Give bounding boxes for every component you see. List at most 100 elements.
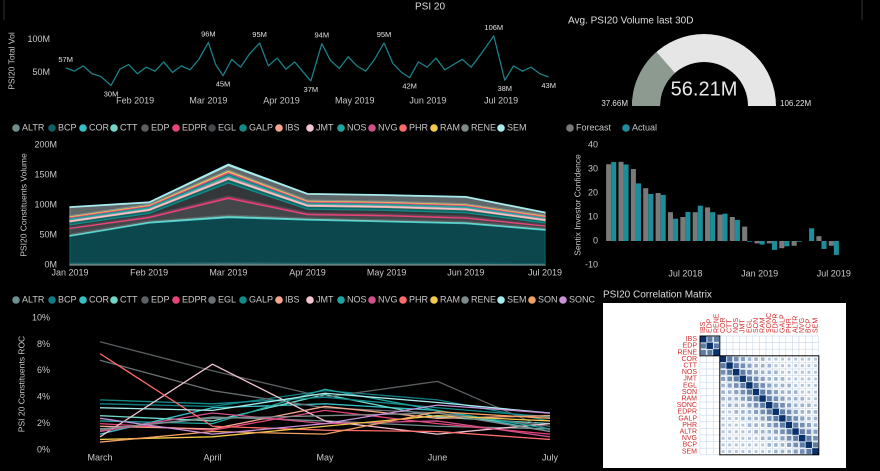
row-label: SONC: [677, 402, 697, 409]
matrix-cell: [759, 335, 767, 343]
correlation: [787, 364, 791, 368]
annotation: 94M: [315, 31, 330, 40]
correlation: [793, 416, 799, 421]
correlation: [780, 390, 785, 394]
cluster-box: [699, 335, 721, 357]
x-tick-label: July: [542, 452, 559, 462]
correlation: [787, 449, 791, 454]
correlation: [741, 450, 745, 453]
legend-swatch: [275, 296, 283, 304]
y-tick-label: 10%: [32, 312, 50, 322]
correlation: [721, 396, 725, 401]
line-series: [99, 392, 551, 414]
legend-swatch: [48, 296, 56, 304]
correlation: [734, 436, 738, 440]
y-tick-label: 0%: [37, 444, 50, 454]
legend-label: BCP: [58, 122, 77, 132]
legend-swatch: [497, 124, 505, 132]
y-tick-label: 150M: [34, 169, 57, 179]
legend-label: IBS: [285, 122, 300, 132]
line-series: [99, 389, 551, 422]
correlation: [793, 390, 798, 394]
legend-label: NVG: [378, 294, 398, 304]
correlation: [792, 428, 799, 435]
matrix-cell: [785, 335, 793, 343]
legend-swatch: [79, 124, 87, 132]
column-label: IBS: [700, 321, 707, 333]
matrix-cell: [712, 441, 721, 449]
correlation: [747, 403, 752, 408]
correlation: [773, 402, 779, 408]
correlation: [800, 370, 804, 374]
matrix-cell: [732, 342, 740, 350]
correlation: [760, 357, 765, 361]
correlation: [814, 377, 817, 381]
line-series: [99, 363, 551, 438]
matrix-cell: [712, 421, 721, 429]
correlation: [814, 370, 817, 374]
matrix-cell: [719, 342, 727, 350]
legend-label: JMT: [316, 294, 334, 304]
correlation: [766, 396, 772, 402]
bar: [618, 161, 624, 241]
x-tick-label: Jul 2018: [668, 268, 702, 278]
matrix-cell: [706, 421, 714, 429]
chart-title: PSI20 Correlation Matrix: [603, 290, 712, 301]
legend-label: RAM: [440, 294, 460, 304]
x-tick-label: Jan 2019: [51, 267, 88, 277]
matrix-cell: [732, 348, 740, 357]
legend-swatch: [368, 296, 376, 304]
correlation: [728, 430, 732, 434]
correlation: [741, 403, 745, 408]
correlation: [740, 357, 745, 362]
correlation: [781, 370, 784, 374]
correlation: [780, 402, 785, 408]
annotation: 38M: [497, 84, 512, 93]
correlation: [740, 389, 746, 395]
correlation: [774, 364, 778, 368]
legend-swatch: [461, 296, 469, 304]
bar: [791, 241, 797, 246]
correlation: [752, 388, 760, 396]
matrix-cell: [699, 381, 707, 390]
matrix-cell: [712, 388, 721, 396]
correlation: [773, 429, 778, 434]
y-tick-label: 6%: [37, 365, 50, 375]
correlation: [721, 390, 725, 394]
x-tick-label: Apr 2019: [263, 95, 300, 105]
correlation: [787, 377, 791, 381]
column-label: CTT: [727, 319, 734, 333]
matrix-cell: [811, 342, 820, 350]
correlation: [726, 362, 733, 369]
matrix-cell: [785, 348, 793, 357]
matrix-cell: [712, 395, 721, 403]
correlation: [734, 403, 739, 408]
matrix-cell: [726, 348, 734, 357]
bar: [673, 218, 679, 241]
correlation: [794, 357, 798, 361]
y-tick-label: 20: [588, 187, 598, 197]
bar: [729, 217, 735, 241]
matrix-cell: [778, 348, 787, 357]
matrix-cell: [706, 375, 714, 383]
matrix-cell: [726, 342, 734, 350]
correlation: [727, 383, 732, 388]
column-label: EGL: [746, 319, 753, 333]
correlation: [741, 430, 745, 434]
correlation: [747, 363, 752, 368]
column-label: NVG: [799, 318, 806, 333]
correlation: [748, 436, 751, 440]
legend-swatch: [172, 296, 180, 304]
legend-swatch: [430, 296, 438, 304]
correlation: [760, 409, 766, 415]
matrix-cell: [745, 342, 754, 350]
correlation: [814, 390, 817, 394]
correlation: [728, 417, 732, 420]
column-label: NOS: [733, 318, 740, 334]
correlation: [812, 448, 819, 455]
y-tick-label: 4%: [37, 392, 50, 402]
chart-title: PSI 20: [415, 2, 445, 13]
x-tick-label: Feb 2019: [130, 267, 168, 277]
legend-swatch: [141, 124, 149, 132]
bar: [766, 241, 772, 244]
